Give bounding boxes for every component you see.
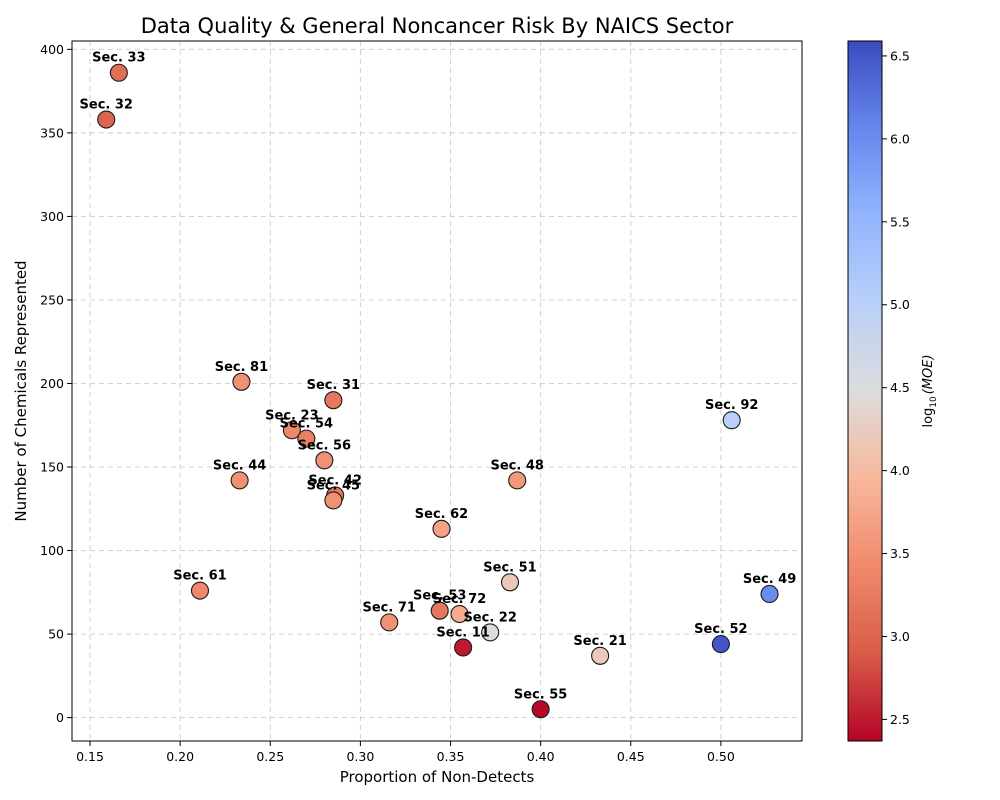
scatter-point (282, 421, 301, 440)
point-label: Sec. 52 (694, 622, 747, 637)
point-label: Sec. 42 (308, 473, 361, 488)
scatter-point (481, 623, 500, 642)
colorbar-label: log10 (MOE) (921, 354, 939, 427)
x-tick-label: 0.25 (256, 749, 284, 764)
colorbar-tick-label: 2.5 (890, 712, 910, 727)
colorbar-label-arg: (MOE) (921, 354, 936, 394)
point-label: Sec. 45 (307, 478, 360, 493)
point-label: Sec. 54 (280, 417, 333, 432)
point-label: Sec. 48 (490, 458, 543, 473)
scatter-points (97, 63, 779, 719)
plot-area (71, 40, 803, 742)
point-label: Sec. 44 (213, 458, 266, 473)
colorbar-ticks: 2.5 3.0 3.5 4.0 4.5 5.0 5.5 6.0 6.5 (882, 48, 910, 727)
colorbar (847, 40, 883, 742)
scatter-point (531, 700, 550, 719)
colorbar-label-base: log (921, 408, 936, 428)
y-tick-label: 300 (40, 209, 64, 224)
scatter-point (508, 471, 527, 490)
x-tick-label: 0.30 (346, 749, 374, 764)
colorbar-tick-label: 4.0 (890, 463, 910, 478)
scatter-point (500, 573, 520, 592)
scatter-point (760, 584, 779, 604)
y-axis-label: Number of Chemicals Represented (12, 260, 30, 521)
colorbar-tick-label: 4.5 (890, 380, 910, 395)
point-label: Sec. 23 (265, 408, 318, 423)
x-tick-label: 0.15 (76, 749, 104, 764)
colorbar-tick-label: 6.5 (890, 48, 910, 63)
y-tick-label: 400 (40, 42, 64, 57)
y-axis-ticks: 0 50 100 150 200 250 300 350 400 (40, 42, 72, 725)
scatter-point (450, 604, 469, 624)
colorbar-tick-label: 6.0 (890, 131, 910, 146)
point-label: Sec. 22 (463, 610, 516, 625)
x-tick-label: 0.40 (527, 749, 555, 764)
scatter-point (190, 581, 210, 600)
scatter-point (297, 429, 316, 448)
point-label: Sec. 11 (436, 625, 489, 640)
scatter-point (722, 411, 741, 430)
point-label: Sec. 49 (743, 572, 796, 587)
y-tick-label: 350 (40, 125, 64, 140)
point-label: Sec. 21 (573, 634, 626, 649)
scatter-point (232, 372, 251, 391)
scatter-point (97, 110, 116, 129)
point-label: Sec. 92 (705, 398, 758, 413)
x-tick-label: 0.50 (707, 749, 735, 764)
scatter-point (711, 635, 730, 654)
scatter-point (324, 491, 343, 510)
y-tick-label: 200 (40, 376, 64, 391)
point-label: Sec. 51 (483, 560, 536, 575)
y-tick-label: 150 (40, 460, 64, 475)
y-tick-label: 100 (40, 543, 64, 558)
colorbar-tick-label: 3.5 (890, 546, 910, 561)
point-label: Sec. 71 (363, 600, 416, 615)
scatter-point (430, 601, 449, 620)
y-tick-label: 0 (56, 710, 64, 725)
point-label: Sec. 61 (173, 569, 226, 584)
x-tick-label: 0.20 (166, 749, 194, 764)
scatter-point (432, 519, 451, 538)
colorbar-tick-label: 5.5 (890, 214, 910, 229)
x-axis-ticks: 0.15 0.20 0.25 0.30 0.35 0.40 0.45 0.50 (76, 741, 735, 764)
scatter-point (315, 451, 334, 470)
colorbar-label-sub: 10 (929, 396, 939, 408)
y-tick-label: 50 (48, 627, 64, 642)
scatter-point (109, 63, 128, 82)
y-tick-label: 250 (40, 292, 64, 307)
point-label: Sec. 33 (92, 51, 145, 66)
point-label: Sec. 81 (215, 360, 268, 375)
scatter-point (324, 391, 343, 410)
x-axis-label: Proportion of Non-Detects (340, 768, 535, 786)
x-tick-label: 0.35 (437, 749, 465, 764)
point-label: Sec. 56 (298, 438, 351, 453)
chart-title: Data Quality & General Noncancer Risk By… (141, 14, 734, 38)
point-label: Sec. 53 (413, 589, 466, 604)
grid-lines (72, 41, 802, 741)
point-label: Sec. 55 (514, 687, 567, 702)
point-label: Sec. 72 (433, 592, 486, 607)
point-label: Sec. 32 (80, 98, 133, 113)
colorbar-tick-label: 5.0 (890, 297, 910, 312)
scatter-point (380, 613, 399, 632)
scatter-point (230, 471, 249, 490)
point-label: Sec. 62 (415, 507, 468, 522)
point-label: Sec. 31 (307, 378, 360, 393)
scatter-point (591, 646, 610, 665)
colorbar-tick-label: 3.0 (890, 629, 910, 644)
scatter-point (454, 638, 473, 657)
x-tick-label: 0.45 (617, 749, 645, 764)
